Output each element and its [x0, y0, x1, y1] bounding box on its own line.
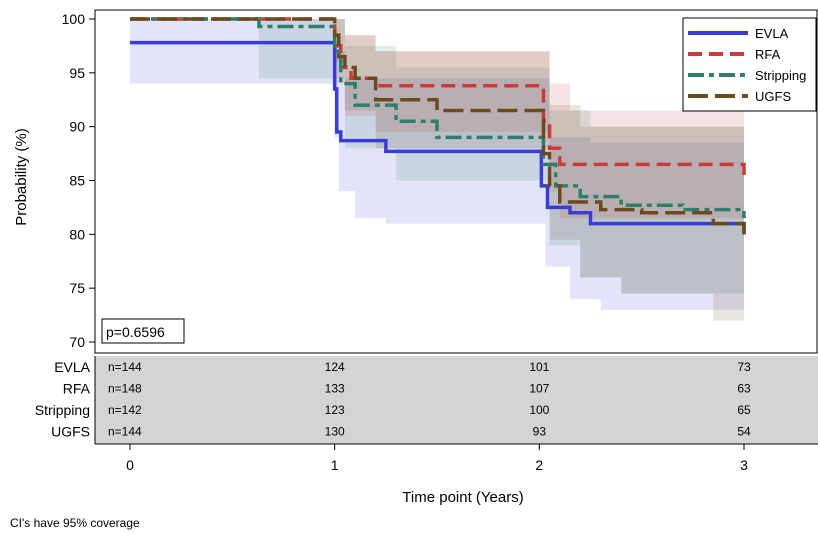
risk-cell: 93 [533, 425, 547, 439]
legend-label: Stripping [755, 68, 806, 83]
risk-table-background [95, 356, 818, 444]
p-value-annotation: p=0.6596 [101, 318, 185, 344]
risk-cell: 107 [529, 382, 549, 396]
risk-cell: n=144 [108, 360, 142, 374]
ci-band-ugfs [130, 19, 744, 326]
y-tick-label: 100 [62, 11, 86, 27]
y-tick-label: 70 [69, 334, 85, 350]
x-axis-label: Time point (Years) [402, 489, 523, 506]
risk-cell: 124 [325, 360, 345, 374]
p-value-text: p=0.6596 [106, 324, 165, 340]
legend-label: EVLA [755, 26, 789, 41]
curve-evla [130, 40, 746, 235]
legend: EVLA RFA Stripping UGFS [682, 17, 817, 112]
ci-band-evla [130, 19, 744, 310]
risk-row-label: RFA [63, 381, 91, 397]
risk-cell: 65 [737, 403, 751, 417]
curve-ugfs [130, 17, 746, 235]
legend-label: UGFS [755, 89, 791, 104]
y-tick-label: 75 [69, 280, 85, 296]
survival-curves [130, 17, 746, 235]
risk-cell: 130 [325, 425, 345, 439]
risk-cell: 73 [737, 360, 751, 374]
risk-cell: 133 [325, 382, 345, 396]
risk-cell: 54 [737, 425, 751, 439]
risk-cell: 101 [529, 360, 549, 374]
plot-border [94, 9, 818, 354]
x-tick-label: 2 [535, 457, 543, 473]
legend-label: RFA [755, 47, 781, 62]
confidence-bands [130, 19, 744, 326]
y-axis-label: Probability (%) [13, 128, 30, 226]
x-tick-label: 1 [331, 457, 339, 473]
footnote: CI's have 95% coverage [10, 516, 140, 530]
risk-cell: 123 [325, 403, 345, 417]
curve-stripping [130, 17, 746, 219]
risk-cell: n=148 [108, 382, 142, 396]
plot-frame [94, 9, 818, 354]
y-tick-label: 85 [69, 173, 85, 189]
risk-cell: 63 [737, 382, 751, 396]
risk-table: EVLA n=144 124 101 73 RFA n=148 133 107 63 Strippi… [35, 356, 818, 445]
risk-row-label: EVLA [54, 359, 90, 375]
ci-band-stripping [130, 19, 744, 305]
risk-row-label: Stripping [35, 402, 90, 418]
y-tick-label: 95 [69, 65, 85, 81]
risk-cell: n=144 [108, 425, 142, 439]
x-tick-label: 0 [126, 457, 134, 473]
y-tick-label: 90 [69, 119, 85, 135]
risk-cell: n=142 [108, 403, 142, 417]
p-value-box [101, 318, 185, 344]
x-tick-label: 3 [740, 457, 748, 473]
risk-row-label: UGFS [51, 424, 90, 440]
risk-cell: 100 [529, 403, 549, 417]
y-tick-label: 80 [69, 226, 85, 242]
